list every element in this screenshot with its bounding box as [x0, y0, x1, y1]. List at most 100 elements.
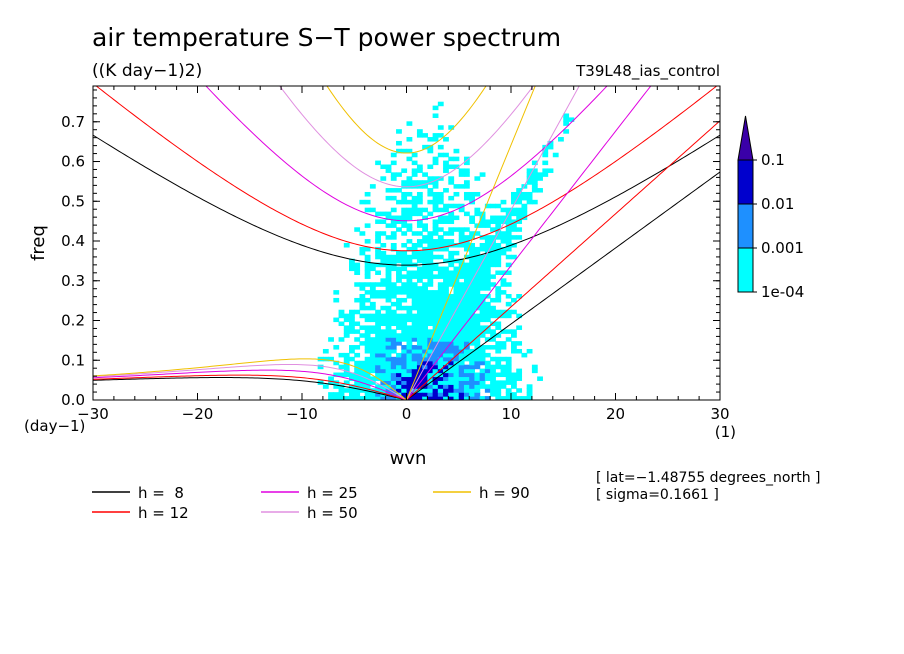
contour-cell	[453, 266, 460, 272]
contour-cell	[516, 227, 523, 232]
contour-cell	[432, 364, 439, 370]
contour-cell	[511, 329, 517, 334]
contour-cell	[422, 333, 428, 338]
contour-cell	[469, 235, 476, 240]
contour-cell	[364, 333, 371, 338]
contour-cell	[401, 325, 408, 330]
contour-cell	[495, 392, 502, 397]
contour-cell	[406, 215, 413, 221]
contour-cell	[469, 384, 476, 389]
contour-cell	[443, 321, 449, 327]
contour-cell	[458, 396, 465, 400]
contour-cell	[411, 305, 418, 311]
contour-cell	[490, 227, 496, 232]
contour-cell	[495, 254, 502, 260]
contour-cell	[437, 246, 444, 252]
contour-cell	[458, 309, 465, 315]
contour-cell	[495, 380, 502, 385]
y-tick-label: 0.5	[61, 192, 85, 210]
contour-cell	[364, 380, 371, 385]
contour-cell	[537, 188, 543, 193]
contour-cell	[448, 262, 455, 268]
contour-cell	[500, 290, 507, 295]
contour-cell	[406, 156, 413, 162]
contour-cell	[469, 309, 476, 315]
contour-cell	[390, 223, 397, 228]
contour-cell	[484, 219, 491, 224]
contour-cell	[463, 313, 470, 319]
contour-cell	[469, 333, 476, 338]
contour-cell	[427, 231, 434, 236]
contour-cell	[516, 388, 523, 393]
curve-ig-n1-h90	[326, 86, 487, 154]
contour-cell	[531, 180, 538, 185]
contour-cell	[490, 215, 496, 221]
contour-cell	[385, 290, 392, 295]
contour-cell	[511, 223, 517, 228]
contour-cell	[364, 329, 371, 334]
contour-cell	[432, 317, 439, 323]
contour-cell	[542, 148, 549, 154]
contour-cell	[427, 243, 434, 248]
contour-cell	[396, 270, 402, 275]
contour-cell	[364, 254, 371, 260]
contour-cell	[401, 215, 408, 221]
contour-cell	[511, 333, 517, 338]
contour-cell	[416, 321, 423, 327]
contour-cell	[505, 231, 512, 236]
contour-cell	[343, 360, 350, 366]
contour-cell	[437, 325, 444, 330]
contour-cell	[463, 211, 470, 217]
curve-kelvin-h90	[406, 86, 536, 400]
contour-cell	[396, 372, 402, 378]
contour-cell	[458, 239, 465, 244]
contour-cell	[411, 297, 418, 303]
contour-cell	[469, 376, 476, 381]
contour-cell	[369, 380, 376, 385]
contour-cell	[437, 329, 444, 334]
contour-cell	[380, 219, 387, 224]
contour-cell	[396, 376, 402, 381]
contour-cell	[458, 184, 465, 189]
contour-cell	[521, 352, 528, 358]
contour-cell	[484, 266, 491, 272]
contour-cell	[437, 348, 444, 354]
contour-cell	[385, 254, 392, 260]
contour-cell	[390, 356, 397, 362]
contour-cell	[500, 250, 507, 256]
contour-cell	[458, 286, 465, 291]
contour-cell	[484, 243, 491, 248]
contour-cell	[505, 329, 512, 334]
contour-cell	[453, 270, 460, 275]
contour-cell	[416, 243, 423, 248]
contour-cell	[422, 368, 428, 374]
contour-cell	[364, 356, 371, 362]
contour-cell	[338, 384, 345, 389]
contour-cell	[349, 309, 355, 315]
contour-cell	[516, 207, 523, 213]
contour-cell	[526, 176, 533, 181]
contour-cell	[411, 211, 418, 217]
contour-cell	[432, 325, 439, 330]
curve-ig-n1-h12	[95, 86, 718, 252]
contour-cell	[385, 396, 392, 400]
contour-cell	[516, 376, 523, 381]
contour-cell	[443, 294, 449, 299]
contour-cell	[375, 231, 381, 236]
contour-cell	[531, 184, 538, 189]
curve-ig-n1-h8	[93, 134, 720, 266]
contour-cell	[458, 282, 465, 287]
contour-cell	[390, 258, 397, 264]
contour-cell	[432, 105, 439, 111]
contour-cell	[359, 325, 366, 330]
contour-cell	[479, 262, 486, 268]
contour-cell	[406, 309, 413, 315]
contour-cell	[354, 266, 361, 272]
contour-cell	[474, 297, 481, 303]
contour-cell	[531, 199, 538, 205]
contour-cell	[427, 262, 434, 268]
contour-cell	[437, 380, 444, 385]
contour-cell	[479, 376, 486, 381]
contour-cell	[458, 345, 465, 350]
contour-cell	[354, 396, 361, 400]
